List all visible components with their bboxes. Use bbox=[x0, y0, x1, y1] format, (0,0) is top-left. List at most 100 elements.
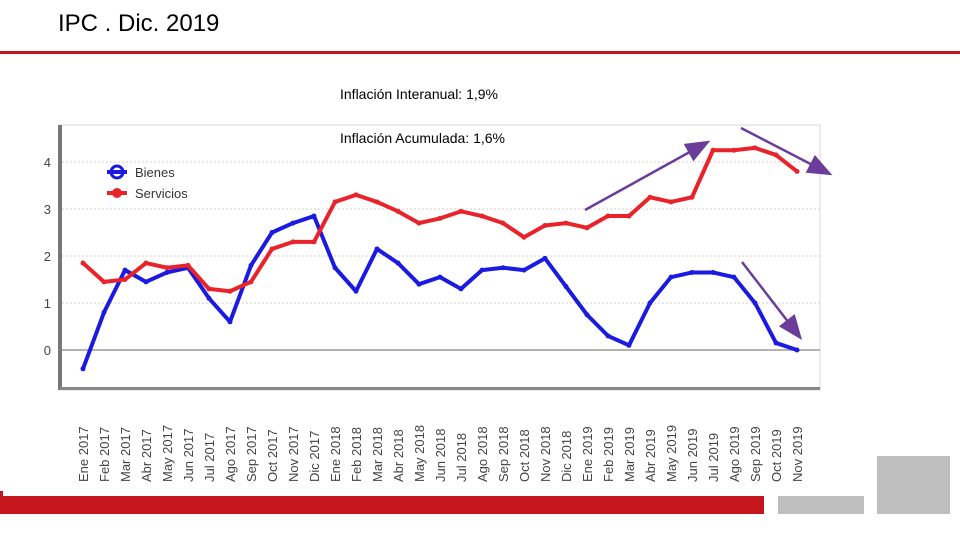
data-point-bienes bbox=[374, 246, 380, 252]
data-point-servicios bbox=[122, 277, 128, 282]
data-point-servicios bbox=[332, 199, 338, 205]
x-tick-label: Sep 2017 bbox=[244, 426, 259, 482]
data-point-bienes bbox=[752, 300, 758, 306]
data-point-bienes bbox=[416, 281, 422, 287]
data-point-bienes bbox=[437, 274, 443, 280]
x-tick-label: Jul 2019 bbox=[706, 433, 721, 482]
x-tick-label: Oct 2017 bbox=[265, 429, 280, 482]
data-point-bienes bbox=[143, 279, 149, 285]
x-tick-label: Oct 2019 bbox=[769, 429, 784, 482]
plot-left-edge bbox=[58, 125, 62, 390]
data-point-servicios bbox=[395, 208, 401, 214]
data-point-bienes bbox=[164, 269, 170, 275]
x-tick-label: Abr 2019 bbox=[643, 429, 658, 482]
x-tick-label: Abr 2018 bbox=[391, 429, 406, 482]
data-point-servicios bbox=[647, 194, 653, 200]
legend-bienes-label: Bienes bbox=[135, 165, 175, 180]
data-point-bienes bbox=[794, 347, 800, 353]
footer-grey-square bbox=[877, 456, 950, 514]
y-tick-label: 0 bbox=[44, 343, 51, 358]
data-point-servicios bbox=[290, 239, 296, 245]
data-point-servicios bbox=[269, 246, 275, 252]
plot-bottom-edge bbox=[60, 387, 820, 390]
x-tick-label: Oct 2018 bbox=[517, 429, 532, 482]
data-point-bienes bbox=[269, 230, 275, 235]
footer-tick bbox=[0, 491, 3, 499]
data-point-bienes bbox=[248, 262, 254, 268]
trend-arrow-up bbox=[584, 140, 711, 212]
data-point-servicios bbox=[227, 288, 233, 294]
data-point-bienes bbox=[206, 295, 212, 301]
data-point-servicios bbox=[542, 222, 548, 228]
data-point-bienes bbox=[584, 312, 590, 318]
data-point-bienes bbox=[731, 274, 737, 280]
data-point-bienes bbox=[479, 267, 485, 273]
y-tick-label: 1 bbox=[44, 296, 51, 311]
x-tick-label: Sep 2018 bbox=[496, 426, 511, 482]
data-point-servicios bbox=[416, 220, 422, 226]
data-point-bienes bbox=[332, 265, 338, 271]
x-tick-label: Jun 2017 bbox=[181, 429, 196, 483]
data-point-servicios bbox=[80, 260, 86, 266]
data-point-servicios bbox=[584, 225, 590, 231]
x-tick-label: Feb 2019 bbox=[601, 427, 616, 482]
x-tick-label: Sep 2019 bbox=[748, 426, 763, 482]
data-point-bienes bbox=[80, 366, 86, 372]
annotation-inflacion-interanual: Inflación Interanual: 1,9% bbox=[340, 86, 498, 102]
legend-servicios-marker bbox=[112, 188, 122, 198]
plot-frame bbox=[59, 124, 821, 391]
data-point-servicios bbox=[248, 279, 254, 285]
trend-arrow-down-servicios bbox=[740, 126, 833, 176]
x-tick-label: Jun 2019 bbox=[685, 429, 700, 483]
data-point-servicios bbox=[206, 286, 212, 292]
x-tick-label: Mar 2018 bbox=[370, 427, 385, 482]
x-tick-label: Ene 2017 bbox=[76, 426, 91, 482]
y-tick-label: 2 bbox=[44, 249, 51, 264]
x-tick-label: Feb 2018 bbox=[349, 427, 364, 482]
x-tick-label: Dic 2017 bbox=[307, 431, 322, 482]
data-point-bienes bbox=[290, 220, 296, 226]
x-tick-label: Nov 2019 bbox=[790, 426, 805, 482]
data-point-bienes bbox=[773, 340, 779, 346]
x-tick-label: May 2018 bbox=[412, 425, 427, 482]
data-point-servicios bbox=[668, 199, 674, 205]
data-point-servicios bbox=[500, 220, 506, 226]
data-point-servicios bbox=[626, 213, 632, 219]
x-tick-label: Jun 2018 bbox=[433, 429, 448, 483]
x-tick-label: Ago 2017 bbox=[223, 426, 238, 482]
data-point-servicios bbox=[458, 208, 464, 214]
data-point-bienes bbox=[353, 288, 359, 294]
x-tick-label: Jul 2017 bbox=[202, 433, 217, 482]
title-rule bbox=[0, 51, 960, 54]
legend-bienes-marker bbox=[109, 164, 125, 180]
x-tick-label: Nov 2017 bbox=[286, 426, 301, 482]
data-point-servicios bbox=[773, 152, 779, 158]
y-tick-label: 4 bbox=[44, 155, 51, 170]
annotation-inflacion-acumulada: Inflación Acumulada: 1,6% bbox=[340, 130, 505, 146]
x-tick-label: May 2017 bbox=[160, 425, 175, 482]
footer-red-bar bbox=[0, 496, 764, 514]
x-tick-label: Ene 2019 bbox=[580, 426, 595, 482]
data-point-servicios bbox=[794, 168, 800, 174]
data-point-servicios bbox=[143, 260, 149, 266]
data-point-bienes bbox=[311, 213, 317, 219]
data-point-bienes bbox=[122, 267, 128, 273]
x-tick-label: Feb 2017 bbox=[97, 427, 112, 482]
data-point-servicios bbox=[185, 262, 191, 268]
data-point-bienes bbox=[689, 269, 695, 275]
data-point-bienes bbox=[500, 265, 506, 271]
x-tick-label: Dic 2018 bbox=[559, 431, 574, 482]
data-point-bienes bbox=[710, 269, 716, 275]
x-tick-label: Abr 2017 bbox=[139, 429, 154, 482]
x-tick-label: Jul 2018 bbox=[454, 433, 469, 482]
data-point-servicios bbox=[437, 215, 443, 221]
data-point-bienes bbox=[542, 255, 548, 261]
data-point-servicios bbox=[479, 213, 485, 219]
data-point-servicios bbox=[311, 239, 317, 245]
data-point-bienes bbox=[458, 286, 464, 292]
x-tick-label: Nov 2018 bbox=[538, 426, 553, 482]
x-tick-label: Ene 2018 bbox=[328, 426, 343, 482]
x-tick-label: May 2019 bbox=[664, 425, 679, 482]
data-point-servicios bbox=[563, 220, 569, 226]
